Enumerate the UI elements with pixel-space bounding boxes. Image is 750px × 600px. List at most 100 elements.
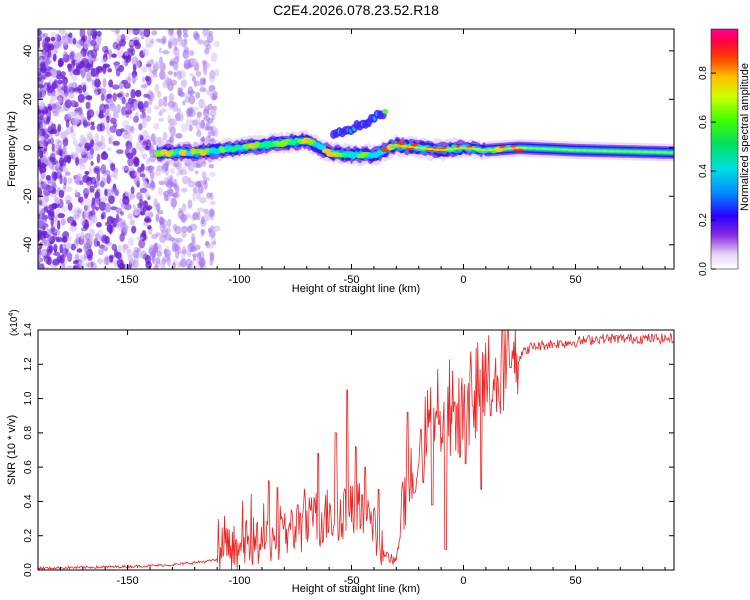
spectrogram-noise-blob — [138, 123, 143, 131]
spectrogram-noise-blob — [50, 36, 56, 42]
spectrogram-noise-blob — [66, 216, 75, 224]
spectrogram-noise-blob — [145, 44, 152, 49]
spectrogram-noise-blob — [139, 134, 144, 141]
spectrogram-x-tick-label: -100 — [229, 274, 251, 286]
spectrogram-noise-blob — [203, 212, 211, 222]
spectrogram-noise-blob — [172, 48, 178, 56]
spectrogram-noise-blob — [133, 175, 140, 186]
spectrogram-noise-blob — [53, 49, 59, 55]
spectrogram-noise-blob — [108, 225, 113, 235]
spectrogram-noise-blob — [167, 218, 172, 228]
spectrogram-noise-blob — [90, 214, 98, 224]
spectrogram-ridge-core — [412, 146, 421, 149]
spectrogram-noise-blob — [187, 243, 195, 253]
spectrogram-noise-blob — [62, 137, 69, 147]
spectrogram-noise-blob — [154, 136, 161, 143]
spectrogram-noise-blob — [70, 117, 77, 126]
spectrogram-noise-blob — [141, 153, 148, 159]
snr-x-tick-label: -100 — [229, 575, 251, 587]
spectrogram-noise-blob — [82, 174, 90, 184]
spectrogram-noise-blob — [64, 99, 73, 109]
spectrogram-noise-blob — [96, 123, 103, 132]
spectrogram-noise-blob — [168, 236, 176, 242]
spectrogram-noise-blob — [186, 108, 190, 119]
spectrogram-noise-blob — [79, 164, 87, 170]
spectrogram-noise-blob — [88, 228, 96, 237]
spectrogram-noise-blob — [62, 174, 67, 184]
spectrogram-ridge-core — [600, 149, 609, 153]
spectrogram-noise-blob — [74, 107, 79, 114]
spectrogram-noise-blob — [110, 117, 117, 125]
spectrogram-noise-blob — [180, 258, 187, 268]
spectrogram-noise-blob — [148, 145, 155, 152]
spectrogram-noise-blob — [162, 35, 167, 44]
spectrogram-noise-blob — [94, 133, 99, 142]
spectrogram-noise-blob — [208, 208, 215, 217]
spectrogram-noise-blob — [158, 47, 163, 54]
spectrogram-noise-blob — [125, 109, 133, 115]
spectrogram-noise-blob — [39, 108, 45, 118]
spectrogram-noise-blob — [172, 38, 178, 47]
spectrogram-noise-blob — [183, 165, 187, 171]
spectrogram-noise-blob — [125, 92, 130, 98]
spectrogram-noise-blob — [167, 38, 173, 49]
spectrogram-noise-blob — [140, 83, 148, 89]
spectrogram-noise-blob — [55, 33, 61, 42]
spectrogram-ridge-core — [607, 149, 616, 153]
snr-y-tick-label: 0.2 — [23, 528, 34, 542]
snr-x-tick-label: 50 — [569, 575, 581, 587]
spectrogram-ridge-core — [419, 147, 428, 150]
spectrogram-noise-blob — [112, 140, 120, 146]
spectrogram-noise-blob — [104, 221, 109, 227]
spectrogram-noise-blob — [191, 106, 200, 111]
spectrogram-noise-blob — [141, 229, 147, 236]
spectrogram-noise-blob — [150, 180, 155, 189]
colorbar-ticks: 0.0 0.2 0.4 0.6 0.8 — [698, 66, 716, 276]
spectrogram-noise-blob — [94, 167, 100, 173]
spectrogram-noise-blob — [76, 248, 83, 253]
spectrogram-noise-blob — [121, 106, 127, 116]
spectrogram-ridge-core — [580, 149, 589, 152]
spectrogram-noise-blob — [169, 60, 175, 66]
spectrogram-noise-blob — [49, 192, 58, 198]
spectrogram-noise-blob — [73, 174, 81, 184]
spectrogram-noise-blob — [208, 164, 215, 169]
spectrogram-noise-blob — [109, 173, 116, 178]
spectrogram-noise-blob — [124, 124, 133, 135]
spectrogram-noise-blob — [200, 229, 205, 237]
spectrogram-ridge-hotspot — [178, 149, 189, 157]
spectrogram-noise-blob — [46, 209, 50, 214]
spectrogram-ridge-core — [392, 144, 401, 147]
snr-scale-base: (x10 — [9, 316, 20, 336]
spectrogram-noise-blob — [61, 85, 68, 92]
snr-y-tick-label: 1.4 — [23, 323, 34, 337]
snr-y-tick-label: 0.8 — [23, 425, 34, 439]
spectrogram-noise-blob — [145, 75, 149, 82]
spectrogram-noise-blob — [131, 225, 137, 234]
spectrogram-noise-blob — [56, 255, 63, 263]
spectrogram-noise-blob — [50, 225, 56, 232]
spectrogram-noise-blob — [191, 76, 196, 83]
spectrogram-noise-blob — [125, 102, 133, 110]
spectrogram-ridge-core — [667, 151, 674, 154]
spectrogram-noise-blob — [38, 88, 41, 98]
spectrogram-noise-blob — [100, 135, 105, 145]
spectrogram-noise-blob — [126, 152, 134, 159]
spectrogram-noise-blob — [211, 105, 217, 112]
spectrogram-noise-blob — [93, 31, 98, 38]
spectrogram-noise-blob — [61, 78, 67, 87]
spectrogram-noise-blob — [44, 239, 49, 247]
spectrogram-noise-blob — [50, 91, 57, 102]
spectrogram-noise-blob — [150, 133, 156, 143]
spectrogram-noise-blob — [116, 92, 123, 98]
spectrogram-noise-blob — [176, 29, 182, 37]
spectrogram-noise-blob — [153, 264, 159, 269]
spectrogram-noise-blob — [210, 125, 214, 133]
spectrogram-noise-blob — [188, 94, 196, 105]
spectrogram-noise-blob — [51, 161, 55, 171]
spectrogram-x-axis-label: Height of straight line (km) — [292, 283, 420, 295]
spectrogram-noise-blob — [179, 111, 184, 120]
spectrogram-noise-blob — [104, 202, 112, 213]
spectrogram-noise-blob — [174, 184, 180, 192]
spectrogram-noise-blob — [53, 41, 60, 50]
